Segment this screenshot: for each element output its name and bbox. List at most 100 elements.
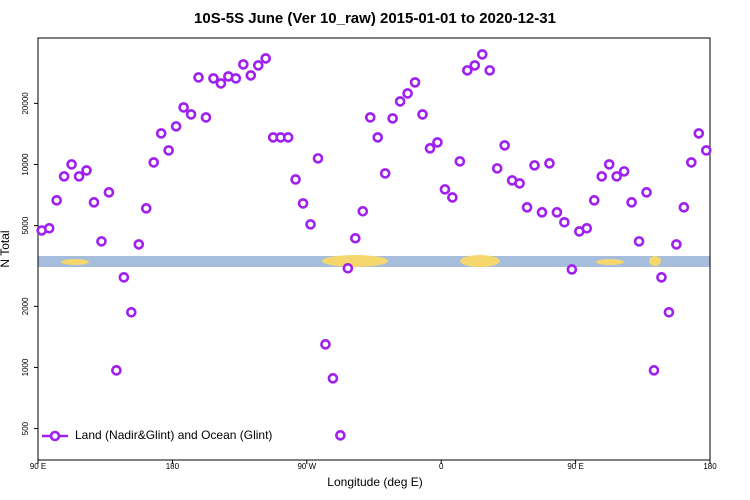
y-tick-label: 5000	[21, 216, 30, 234]
point	[700, 145, 712, 156]
point	[544, 158, 555, 169]
point	[66, 159, 77, 170]
point	[551, 207, 563, 218]
legend-marker	[49, 430, 61, 442]
x-tick-label: 90 E	[30, 462, 46, 471]
point	[215, 78, 227, 89]
point	[185, 109, 197, 120]
point	[230, 73, 242, 84]
point	[618, 166, 630, 177]
point	[469, 60, 481, 71]
point	[364, 112, 376, 123]
point	[566, 264, 578, 275]
x-tick-label: 90 W	[297, 462, 316, 471]
y-tick-label: 500	[21, 421, 30, 435]
point	[148, 157, 160, 168]
point	[402, 88, 413, 99]
point	[155, 128, 167, 139]
point	[208, 73, 219, 84]
point	[118, 272, 130, 283]
point	[686, 157, 697, 168]
point	[559, 217, 570, 228]
point	[387, 113, 398, 124]
point	[693, 128, 705, 139]
plot-frame	[37, 37, 711, 461]
point	[536, 207, 548, 218]
point	[596, 171, 608, 182]
point	[663, 306, 675, 318]
point	[111, 365, 122, 376]
point	[409, 77, 421, 88]
point	[73, 171, 85, 182]
point	[327, 373, 339, 384]
point	[320, 339, 331, 350]
point	[357, 206, 369, 217]
map-strip	[38, 255, 710, 267]
point	[484, 65, 496, 76]
point	[671, 239, 682, 250]
y-axis-label: N Total	[0, 230, 12, 267]
point	[491, 163, 503, 174]
y-tick-label: 10000	[21, 153, 30, 176]
y-tick-label: 2000	[21, 297, 30, 315]
point	[447, 192, 458, 203]
point	[529, 160, 540, 171]
point	[193, 72, 204, 83]
legend-label: Land (Nadir&Glint) and Ocean (Glint)	[75, 428, 272, 442]
point	[81, 165, 92, 176]
point	[297, 198, 309, 209]
point	[51, 195, 62, 206]
point	[581, 222, 593, 234]
point	[88, 197, 100, 208]
point	[626, 197, 637, 208]
point	[462, 65, 473, 76]
point	[312, 153, 324, 164]
point	[96, 236, 107, 247]
point	[521, 202, 533, 213]
point	[350, 232, 361, 244]
point	[648, 365, 660, 376]
point	[372, 132, 384, 143]
point	[394, 96, 406, 107]
point	[103, 187, 115, 198]
point	[633, 236, 645, 247]
x-tick-label: 180	[703, 462, 717, 471]
point	[454, 156, 466, 167]
y-tick-label: 1000	[21, 358, 30, 376]
point	[282, 132, 294, 143]
point	[417, 109, 428, 120]
point	[178, 102, 189, 113]
point	[342, 263, 354, 274]
point	[611, 171, 622, 182]
y-tick-label: 20000	[21, 92, 30, 115]
point	[656, 272, 667, 283]
point	[290, 174, 301, 185]
point	[163, 145, 174, 156]
chart-title: 10S-5S June (Ver 10_raw) 2015-01-01 to 2…	[194, 10, 556, 27]
point	[43, 222, 55, 234]
point	[499, 140, 510, 151]
point	[133, 239, 145, 250]
point	[476, 49, 488, 60]
point	[588, 195, 600, 206]
point	[170, 121, 182, 132]
point	[641, 187, 652, 198]
point	[305, 219, 316, 230]
point	[58, 171, 70, 182]
point	[252, 60, 264, 71]
point	[238, 59, 249, 70]
x-tick-label: 180	[166, 462, 180, 471]
point	[439, 184, 451, 195]
point	[432, 137, 443, 148]
point	[126, 306, 137, 318]
point	[424, 143, 436, 154]
point	[678, 202, 690, 213]
point	[335, 430, 346, 441]
point	[245, 70, 257, 81]
x-tick-label: 0	[439, 462, 444, 471]
point	[379, 168, 391, 179]
point	[603, 159, 615, 170]
point	[514, 178, 525, 189]
point	[260, 53, 272, 64]
